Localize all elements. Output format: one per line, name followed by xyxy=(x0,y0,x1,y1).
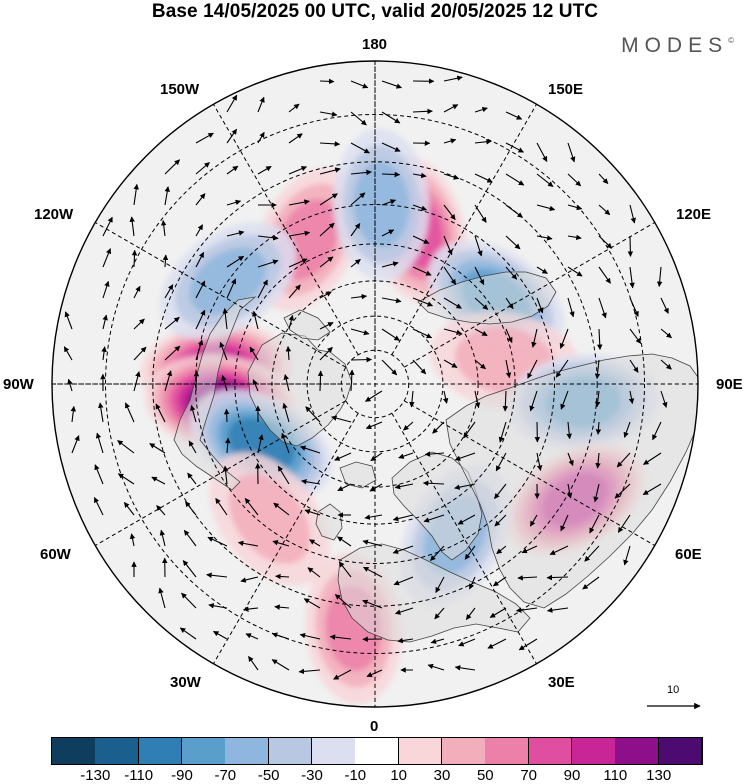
colorbar-tick-label-8: 30 xyxy=(434,767,451,784)
lon-label-30w: 30W xyxy=(170,674,201,691)
colorbar xyxy=(52,738,702,764)
lon-label-90w: 90W xyxy=(3,376,34,393)
lon-label-90e: 90E xyxy=(716,376,743,393)
colorbar-swatch-9 xyxy=(442,738,486,764)
wind-arrow-164 xyxy=(320,371,321,391)
colorbar-swatch-11 xyxy=(529,738,573,764)
lon-label-60w: 60W xyxy=(40,546,71,563)
lon-label-150w: 150W xyxy=(160,81,199,98)
colorbar-tick-label-7: 10 xyxy=(390,767,407,784)
colorbar-swatch-14 xyxy=(659,738,703,764)
lon-label-120e: 120E xyxy=(676,206,711,223)
colorbar-tick-label-3: -70 xyxy=(214,767,236,784)
colorbar-swatch-8 xyxy=(399,738,443,764)
lon-label-60e: 60E xyxy=(675,546,702,563)
colorbar-tick-label-1: -110 xyxy=(124,767,153,784)
colorbar-tick-label-4: -50 xyxy=(258,767,280,784)
colorbar-swatch-13 xyxy=(615,738,659,764)
colorbar-tick-label-2: -90 xyxy=(171,767,193,784)
wind-arrow-79 xyxy=(134,250,135,267)
colorbar-tick-label-11: 90 xyxy=(564,767,581,784)
colorbar-tick-label-12: 110 xyxy=(603,767,627,784)
wind-arrow-77 xyxy=(630,236,631,256)
wind-arrow-181 xyxy=(227,409,228,422)
colorbar-swatch-2 xyxy=(139,738,183,764)
colorbar-swatch-10 xyxy=(485,738,529,764)
lon-label-150e: 150E xyxy=(548,81,583,98)
lon-label-120w: 120W xyxy=(34,206,73,223)
wind-arrow-0 xyxy=(320,81,334,82)
lon-label-0: 0 xyxy=(370,718,378,735)
colorbar-swatch-4 xyxy=(225,738,269,764)
lon-label-30e: 30E xyxy=(548,674,575,691)
colorbar-swatch-1 xyxy=(95,738,139,764)
colorbar-tick-label-0: -130 xyxy=(80,767,110,784)
wind-arrow-284 xyxy=(547,577,568,578)
reference-vector-label: 10 xyxy=(667,684,679,696)
colorbar-swatch-12 xyxy=(572,738,616,764)
lon-label-180: 180 xyxy=(362,36,387,53)
colorbar-swatch-5 xyxy=(269,738,313,764)
wind-arrow-145 xyxy=(351,360,372,361)
colorbar-tick-label-9: 50 xyxy=(477,767,494,784)
colorbar-tick-label-13: 130 xyxy=(646,767,671,784)
colorbar-tick-label-10: 70 xyxy=(520,767,537,784)
colorbar-swatch-3 xyxy=(182,738,226,764)
colorbar-tick-label-6: -10 xyxy=(344,767,366,784)
colorbar-swatch-0 xyxy=(52,738,96,764)
colorbar-swatch-7 xyxy=(355,738,399,764)
wind-arrow-160 xyxy=(196,371,197,391)
wind-arrow-35 xyxy=(382,174,400,175)
colorbar-tick-label-5: -30 xyxy=(301,767,323,784)
colorbar-swatch-6 xyxy=(312,738,356,764)
